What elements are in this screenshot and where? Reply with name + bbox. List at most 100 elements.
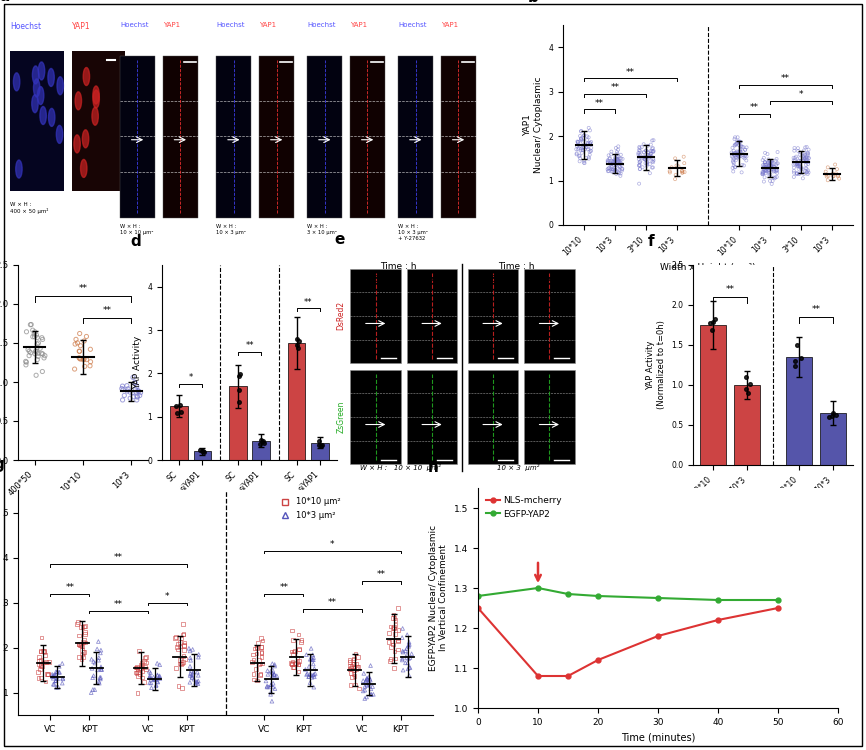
Point xyxy=(307,668,321,680)
Point xyxy=(642,152,656,164)
Point xyxy=(740,151,753,163)
Point xyxy=(793,167,807,179)
Point xyxy=(74,639,88,651)
Point xyxy=(41,668,55,680)
Point xyxy=(29,345,42,357)
Point xyxy=(358,680,372,692)
Point xyxy=(312,435,326,447)
Ellipse shape xyxy=(37,86,44,104)
Point xyxy=(580,134,594,146)
Bar xyxy=(10,51,64,190)
Point xyxy=(610,166,624,178)
Point xyxy=(139,661,152,673)
Point xyxy=(182,642,196,654)
Point xyxy=(94,671,107,683)
Point xyxy=(641,148,655,160)
Point xyxy=(609,153,623,165)
Point xyxy=(126,371,140,383)
Point xyxy=(131,391,145,403)
Point xyxy=(73,638,87,650)
Text: *: * xyxy=(330,540,334,549)
Point xyxy=(185,644,199,656)
Point xyxy=(70,337,84,349)
Point xyxy=(605,155,619,167)
Point xyxy=(820,170,834,182)
Point xyxy=(173,636,187,648)
Bar xyxy=(216,56,251,217)
Point xyxy=(255,651,268,663)
Point xyxy=(576,142,590,154)
Point xyxy=(304,643,318,655)
Point xyxy=(132,389,146,401)
Point xyxy=(348,647,362,659)
Point xyxy=(771,146,785,158)
Point xyxy=(759,161,772,173)
Point xyxy=(184,652,197,664)
Point xyxy=(766,160,780,172)
Point xyxy=(766,175,779,187)
Point xyxy=(133,659,147,671)
Bar xyxy=(407,370,457,464)
NLS-mcherry xyxy=(563,671,573,680)
Point xyxy=(191,649,205,661)
Point xyxy=(139,663,153,675)
Text: 0: 0 xyxy=(490,275,495,284)
EGFP-YAP2 xyxy=(563,590,573,598)
Point xyxy=(574,125,588,137)
Point xyxy=(769,154,783,166)
Point xyxy=(763,175,777,187)
Point xyxy=(764,160,778,172)
Point xyxy=(50,666,64,678)
Point xyxy=(132,385,145,397)
Point xyxy=(286,648,300,660)
Text: **: ** xyxy=(79,284,87,293)
Point xyxy=(387,612,401,624)
Point xyxy=(270,670,284,682)
Point xyxy=(758,171,772,183)
Point xyxy=(798,142,812,154)
Point xyxy=(264,665,278,677)
Point xyxy=(730,146,744,158)
Point xyxy=(636,161,650,173)
Point xyxy=(263,688,277,700)
Point xyxy=(585,142,598,154)
Point xyxy=(78,620,92,632)
Text: **: ** xyxy=(103,306,112,315)
Ellipse shape xyxy=(57,76,63,94)
Point xyxy=(615,163,629,175)
Point xyxy=(788,360,802,372)
Point xyxy=(571,136,585,148)
Point xyxy=(645,145,659,157)
Y-axis label: EGFP-YAP2 Nuclear/ Cytoplasmic
In Vertical Confinement: EGFP-YAP2 Nuclear/ Cytoplasmic In Vertic… xyxy=(429,525,449,671)
Point xyxy=(131,664,145,676)
Point xyxy=(646,146,660,158)
Point xyxy=(55,672,69,684)
Point xyxy=(726,152,740,164)
Point xyxy=(798,149,811,161)
Point xyxy=(77,353,91,365)
Point xyxy=(574,132,588,144)
Point xyxy=(285,625,299,637)
Point xyxy=(613,170,627,182)
Point xyxy=(80,331,94,343)
Point xyxy=(787,161,801,173)
Text: 24: 24 xyxy=(544,275,555,284)
Point xyxy=(30,332,44,344)
Point xyxy=(759,164,772,176)
Point xyxy=(382,636,396,648)
Point xyxy=(287,661,301,673)
Point xyxy=(396,664,410,676)
Point xyxy=(389,614,403,626)
Point xyxy=(764,157,778,169)
Point xyxy=(645,151,659,163)
Point xyxy=(615,164,629,176)
Point xyxy=(361,674,375,686)
Text: YAP1: YAP1 xyxy=(350,22,367,28)
Point xyxy=(345,667,359,679)
Point xyxy=(36,334,49,346)
Point xyxy=(616,163,630,175)
Point xyxy=(151,669,165,681)
Point xyxy=(184,654,197,666)
Point xyxy=(183,676,197,688)
Point xyxy=(770,171,784,183)
